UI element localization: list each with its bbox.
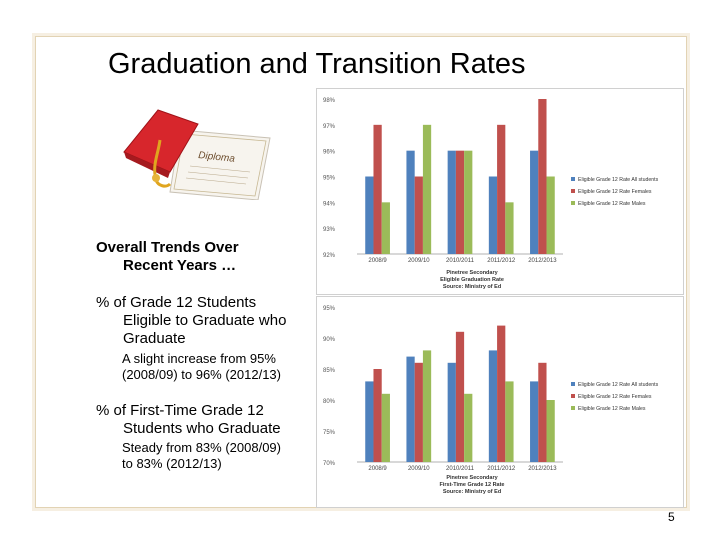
bar — [381, 202, 390, 254]
bar — [365, 176, 374, 254]
first-time-rate-chart: 70% 75% 80% 85% 90% 95% 2008/9 2009/10 2010/2011… — [316, 296, 684, 508]
eligible-sub-line2: (2008/09) to 96% (2012/13) — [122, 367, 281, 382]
y-tick-label: 80% — [323, 399, 336, 405]
x-tick-label: 2008/9 — [368, 466, 387, 472]
bar — [538, 99, 547, 254]
legend-swatch — [571, 382, 575, 386]
bar — [546, 400, 555, 462]
overall-trends-line1: Overall Trends Over — [96, 239, 239, 256]
bar — [365, 381, 374, 462]
eligible-sub-line1: A slight increase from 95% — [122, 351, 276, 366]
x-tick-label: 2012/2013 — [528, 258, 557, 264]
legend-swatch — [571, 201, 575, 205]
first-time-bullet: % of First-Time Grade 12 Students who Gr… — [96, 402, 316, 438]
y-tick-label: 92% — [323, 253, 336, 259]
bar — [455, 331, 465, 462]
legend-entry: Eligible Grade 12 Rate Females — [578, 189, 652, 195]
y-tick-label: 97% — [323, 124, 336, 130]
diploma-image: Diploma — [123, 109, 271, 200]
bar — [505, 202, 514, 254]
bar — [373, 369, 382, 462]
bar — [414, 176, 423, 254]
x-tick-label: 2010/2011 — [446, 466, 475, 472]
eligible-line1: % of Grade 12 Students — [96, 294, 257, 311]
bar — [447, 150, 456, 254]
bar — [488, 350, 498, 462]
y-tick-label: 94% — [323, 201, 336, 207]
eligible-line3: Graduate — [123, 330, 186, 347]
y-tick-label: 75% — [323, 430, 336, 436]
x-tick-label: 2009/10 — [408, 466, 430, 472]
bar — [422, 350, 432, 462]
y-tick-label: 70% — [323, 461, 336, 467]
y-tick-label: 90% — [323, 337, 336, 343]
bar — [488, 176, 498, 254]
y-tick-label: 95% — [323, 176, 336, 182]
y-tick-label: 95% — [323, 306, 336, 312]
eligible-subbullet: A slight increase from 95% (2008/09) to … — [122, 351, 302, 383]
bar — [422, 124, 432, 254]
legend-swatch — [571, 394, 575, 398]
legend-entry: Eligible Grade 12 Rate All students — [578, 382, 659, 388]
bar — [497, 325, 506, 462]
eligible-line2: Eligible to Graduate who — [123, 312, 287, 329]
first-time-line1: % of First-Time Grade 12 — [96, 402, 264, 419]
bar — [373, 124, 382, 254]
eligible-graduation-chart: 92%93%94%95%96%97%98%99%2008/92009/10201… — [316, 72, 684, 295]
chart-title-line: Pinetree Secondary — [446, 475, 498, 481]
first-time-sub-line1: Steady from 83% (2008/09) — [122, 440, 281, 455]
legend-entry: Eligible Grade 12 Rate All students — [578, 177, 659, 183]
bar — [464, 150, 473, 254]
bar — [530, 150, 539, 254]
chart-title-line: Source: Ministry of Ed — [443, 284, 501, 290]
y-tick-label: 96% — [323, 150, 336, 156]
bar — [530, 381, 539, 462]
y-tick-label: 85% — [323, 368, 336, 374]
chart-title-line: Eligible Graduation Rate — [440, 277, 504, 283]
legend-swatch — [571, 189, 575, 193]
legend-entry: Eligible Grade 12 Rate Females — [578, 394, 652, 400]
bar — [414, 362, 423, 462]
overall-trends-line2: Recent Years … — [123, 257, 237, 274]
chart-title-line: First-Time Grade 12 Rate — [439, 482, 504, 488]
legend-swatch — [571, 406, 575, 410]
y-tick-label: 98% — [323, 98, 336, 104]
x-tick-label: 2010/2011 — [446, 258, 475, 264]
y-tick-label: 93% — [323, 227, 336, 233]
slide-title: Graduation and Transition Rates — [108, 48, 526, 80]
bar — [447, 362, 456, 462]
legend-entry: Eligible Grade 12 Rate Males — [578, 201, 646, 207]
first-time-sub-line2: to 83% (2012/13) — [122, 456, 222, 471]
x-tick-label: 2011/2012 — [487, 258, 516, 264]
x-tick-label: 2008/9 — [368, 258, 387, 264]
bar — [546, 176, 555, 254]
diploma-text: Diploma — [198, 150, 236, 165]
x-tick-label: 2012/2013 — [528, 466, 557, 472]
x-tick-label: 2011/2012 — [487, 466, 516, 472]
overall-trends-heading: Overall Trends Over Recent Years … — [96, 239, 316, 275]
bar — [381, 393, 390, 462]
chart-title-line: Source: Ministry of Ed — [443, 489, 501, 495]
diploma-paper — [169, 129, 271, 200]
eligible-graduate-bullet: % of Grade 12 Students Eligible to Gradu… — [96, 294, 316, 348]
bar — [538, 362, 547, 462]
bar — [497, 124, 506, 254]
bar — [464, 393, 473, 462]
legend-swatch — [571, 177, 575, 181]
x-tick-label: 2009/10 — [408, 258, 430, 264]
first-time-subbullet: Steady from 83% (2008/09) to 83% (2012/1… — [122, 440, 302, 472]
eligible-graduation-chart-svg: 92%93%94%95%96%97%98%99%2008/92009/10201… — [323, 72, 659, 290]
first-time-line2: Students who Graduate — [123, 420, 281, 437]
bar — [406, 150, 415, 254]
bar — [505, 381, 514, 462]
legend-entry: Eligible Grade 12 Rate Males — [578, 406, 646, 412]
page-number: 5 — [668, 510, 675, 524]
bar — [455, 150, 465, 254]
bar — [406, 356, 415, 462]
chart-title-line: Pinetree Secondary — [446, 270, 498, 276]
first-time-rate-chart-svg: 70% 75% 80% 85% 90% 95% 2008/9 2009/10 2010/2011… — [323, 306, 659, 495]
